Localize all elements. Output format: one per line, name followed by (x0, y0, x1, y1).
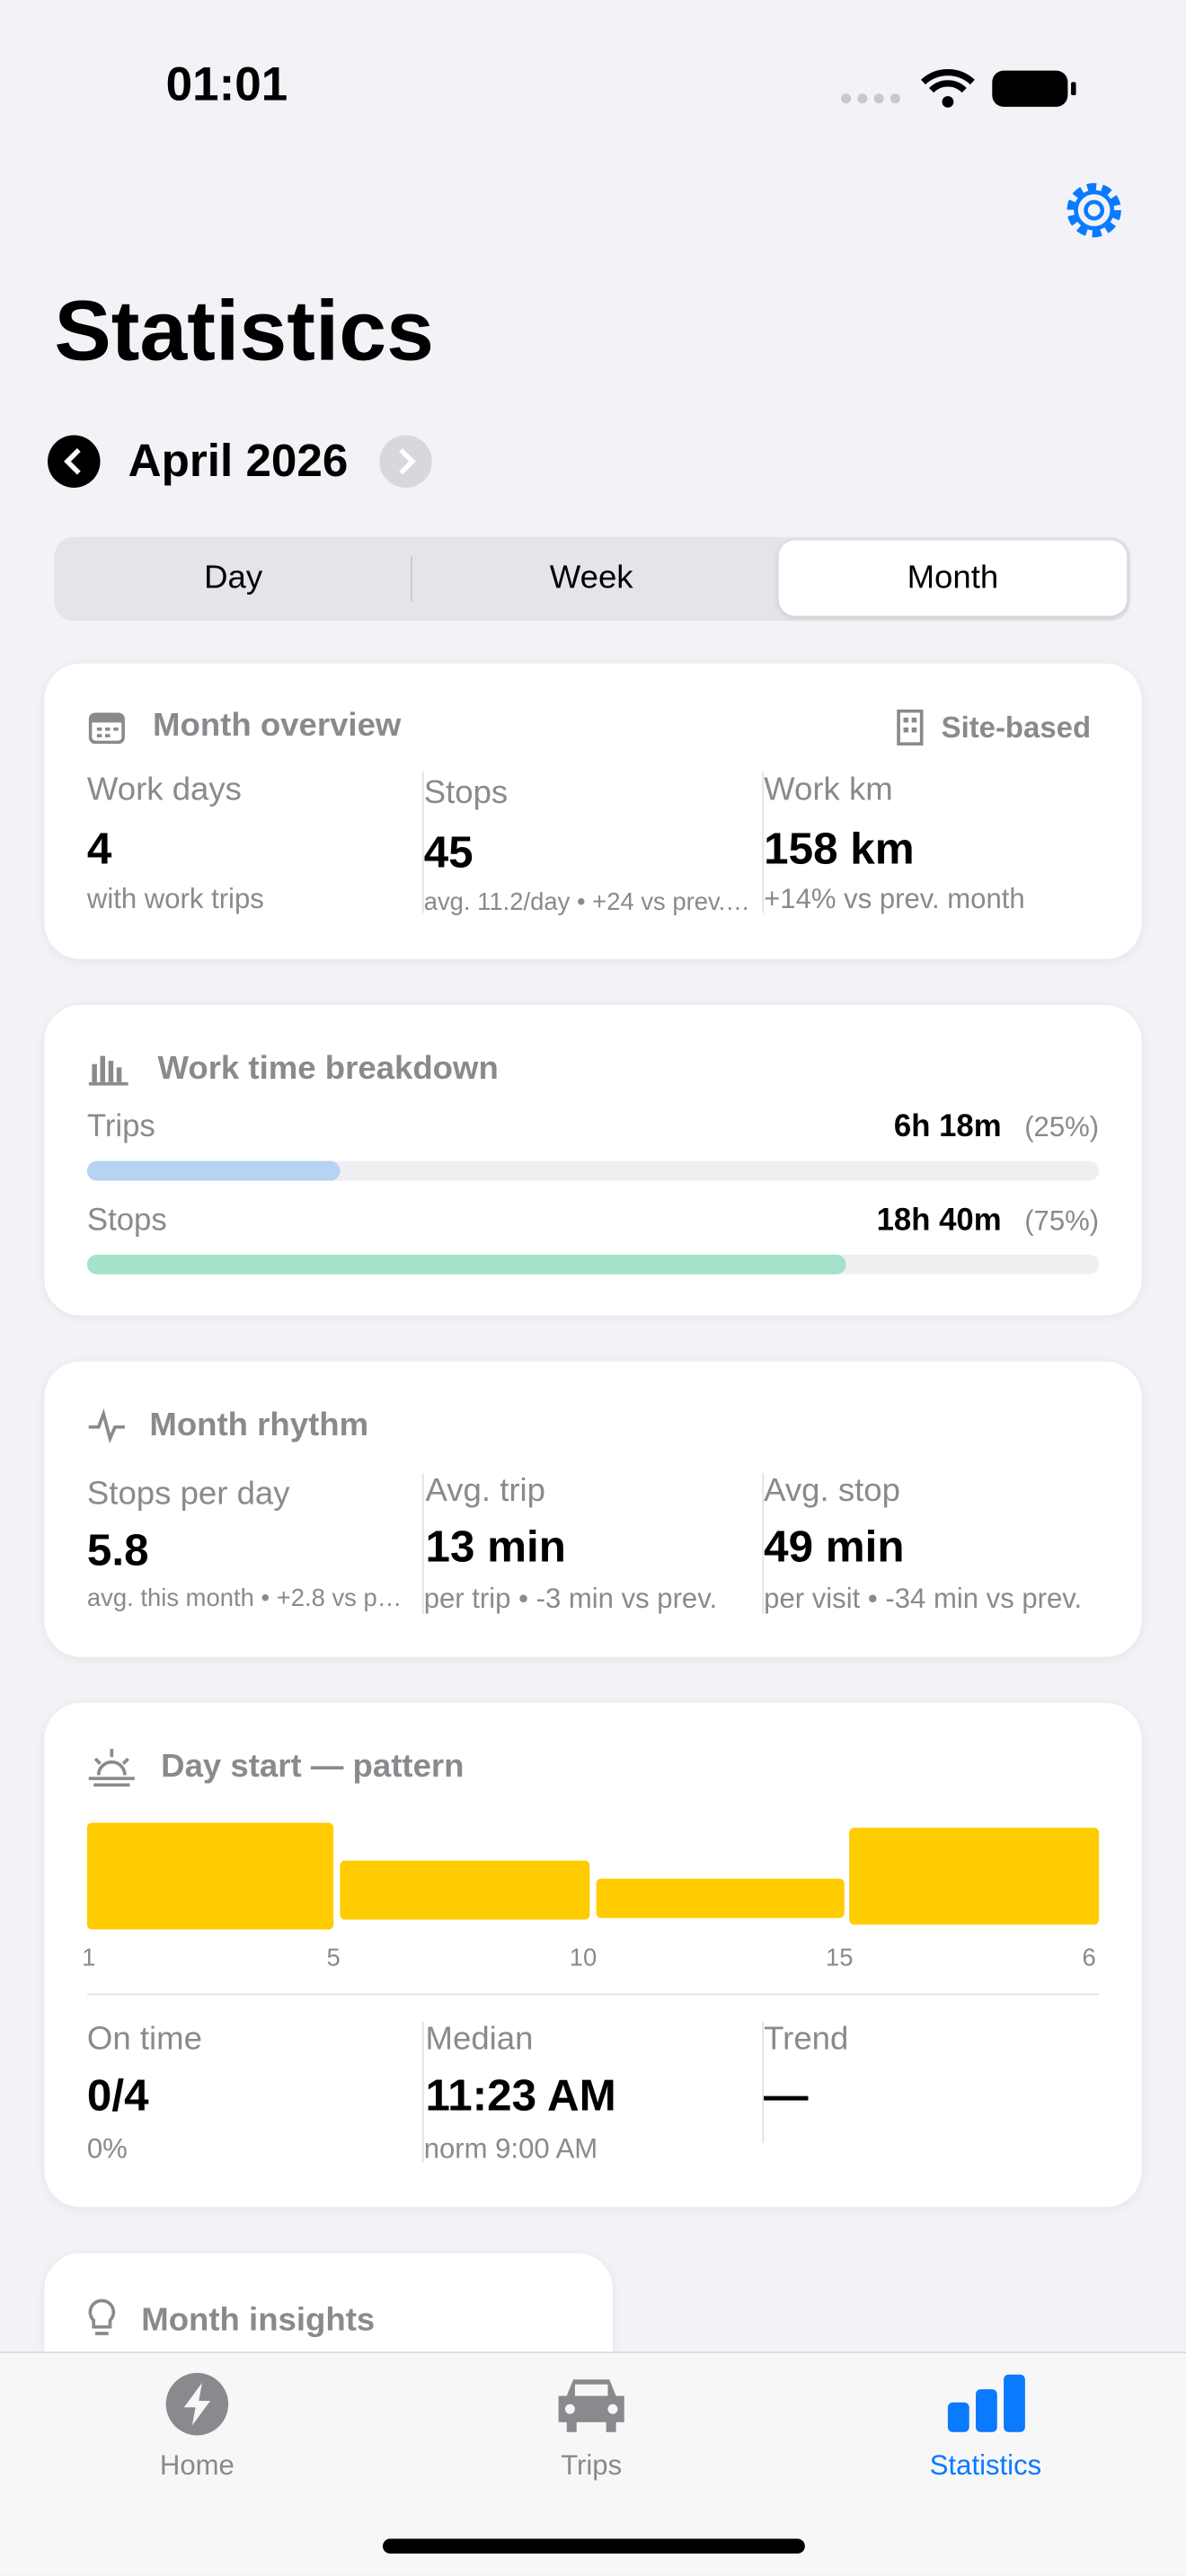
pattern-bar (849, 1827, 1100, 1925)
bulb-icon (88, 2298, 116, 2335)
pattern-chart (86, 1822, 1100, 1930)
prev-period-button[interactable] (48, 435, 101, 489)
metric-label: Median (425, 2021, 534, 2058)
work-time-card: Work time breakdown Trips 6h 18m (25%) Stop… (44, 1004, 1142, 1316)
axis-label: 1 (82, 1944, 96, 1972)
divider (421, 2021, 424, 2163)
row-label: Trips (86, 1109, 155, 1145)
axis-label: 15 (826, 1944, 854, 1972)
next-period-button[interactable] (379, 435, 432, 489)
day-start-card: Day start — pattern 1 5 10 15 6 On time … (44, 1702, 1142, 2208)
metric-note: avg. 11.2/day • +24 vs prev.… (423, 888, 750, 917)
segment[interactable]: Day (204, 560, 263, 596)
page-title: Statistics (54, 284, 435, 380)
segment[interactable]: Week (549, 560, 633, 596)
segment-divider (411, 556, 412, 602)
metric-value: 0/4 (86, 2070, 149, 2121)
divider (762, 1472, 765, 1615)
metric-label: On time (86, 2021, 202, 2058)
pattern-bar (596, 1878, 845, 1919)
tab-bar: Home Trips Statistics (0, 2351, 1186, 2575)
row-label: Stops (86, 1204, 167, 1239)
metric-value: 4 (86, 824, 112, 874)
axis-label: 10 (569, 1944, 597, 1972)
sunrise-icon (88, 1749, 135, 1787)
metric-note: with work trips (86, 883, 264, 915)
segment[interactable]: Month (778, 540, 1128, 616)
metric-note: 0% (86, 2132, 128, 2165)
tab-icon (165, 2372, 229, 2436)
metric-note: per trip • -3 min vs prev. (423, 1583, 718, 1615)
progress-bar (86, 1254, 846, 1275)
divider (762, 772, 765, 913)
calendar-icon (88, 712, 125, 745)
chart-icon (88, 1055, 128, 1086)
card-title: Work time breakdown (157, 1051, 499, 1088)
tab-icon (947, 2374, 1025, 2432)
metric-note: per visit • -34 min vs prev. (764, 1583, 1083, 1615)
mode-label: Site-based (941, 710, 1092, 745)
month-overview-card: Month overview Site-based Work days 4 wi… (44, 663, 1142, 959)
metric-value: 11:23 AM (425, 2070, 616, 2121)
divider (86, 1993, 1100, 1996)
divider (421, 1472, 424, 1615)
duration: 6h 18m (893, 1109, 1002, 1145)
status-icons (841, 68, 1076, 108)
progress-track (86, 1254, 1100, 1275)
pattern-bar (340, 1860, 590, 1920)
pulse-icon (88, 1408, 125, 1444)
progress-track (86, 1160, 1100, 1181)
axis-label: 5 (326, 1944, 341, 1972)
metric-label: Trend (764, 2021, 849, 2058)
metric-value: 49 min (764, 1522, 905, 1572)
axis-label: 6 (1082, 1944, 1096, 1972)
metric-label: Stops per day (86, 1476, 290, 1513)
metric-note: avg. this month • +2.8 vs p… (86, 1584, 403, 1613)
metric-value: 13 min (425, 1522, 566, 1572)
divider (762, 2021, 765, 2143)
share-label: (25%) (1024, 1111, 1100, 1143)
metric-note: +14% vs prev. month (764, 883, 1025, 915)
segmented-control: Day Week Month (54, 536, 1130, 622)
status-time: 01:01 (165, 58, 288, 112)
metric-label: Work km (764, 772, 893, 808)
tab-label: Statistics (929, 2449, 1042, 2482)
card-title: Month insights (141, 2302, 376, 2339)
period-label: April 2026 (128, 435, 349, 487)
card-title: Month overview (153, 707, 402, 745)
metric-label: Work days (86, 772, 242, 808)
metric-value: 45 (423, 827, 474, 878)
tab-icon (558, 2379, 624, 2432)
tab-label: Trips (561, 2449, 623, 2482)
settings-button[interactable] (1061, 177, 1127, 243)
metric-label: Avg. trip (425, 1472, 545, 1510)
metric-note: norm 9:00 AM (423, 2132, 598, 2165)
metric-label: Avg. stop (764, 1472, 900, 1510)
metric-value: — (764, 2070, 809, 2121)
share-label: (75%) (1024, 1204, 1100, 1237)
building-icon (897, 709, 924, 746)
metric-label: Stops (423, 774, 509, 812)
row-value: 6h 18m (25%) (894, 1110, 1099, 1146)
home-indicator (382, 2538, 805, 2554)
metric-value: 5.8 (86, 1525, 149, 1575)
month-rhythm-card: Month rhythm Stops per day 5.8 avg. this… (44, 1361, 1142, 1657)
divider (421, 772, 424, 913)
pattern-bar (86, 1822, 334, 1930)
row-value: 18h 40m (75%) (877, 1204, 1100, 1239)
duration: 18h 40m (876, 1204, 1002, 1239)
metric-value: 158 km (764, 824, 915, 874)
card-title: Day start — pattern (161, 1749, 465, 1786)
progress-bar (86, 1160, 341, 1181)
card-title: Month rhythm (149, 1407, 369, 1444)
tab-label: Home (159, 2449, 235, 2482)
